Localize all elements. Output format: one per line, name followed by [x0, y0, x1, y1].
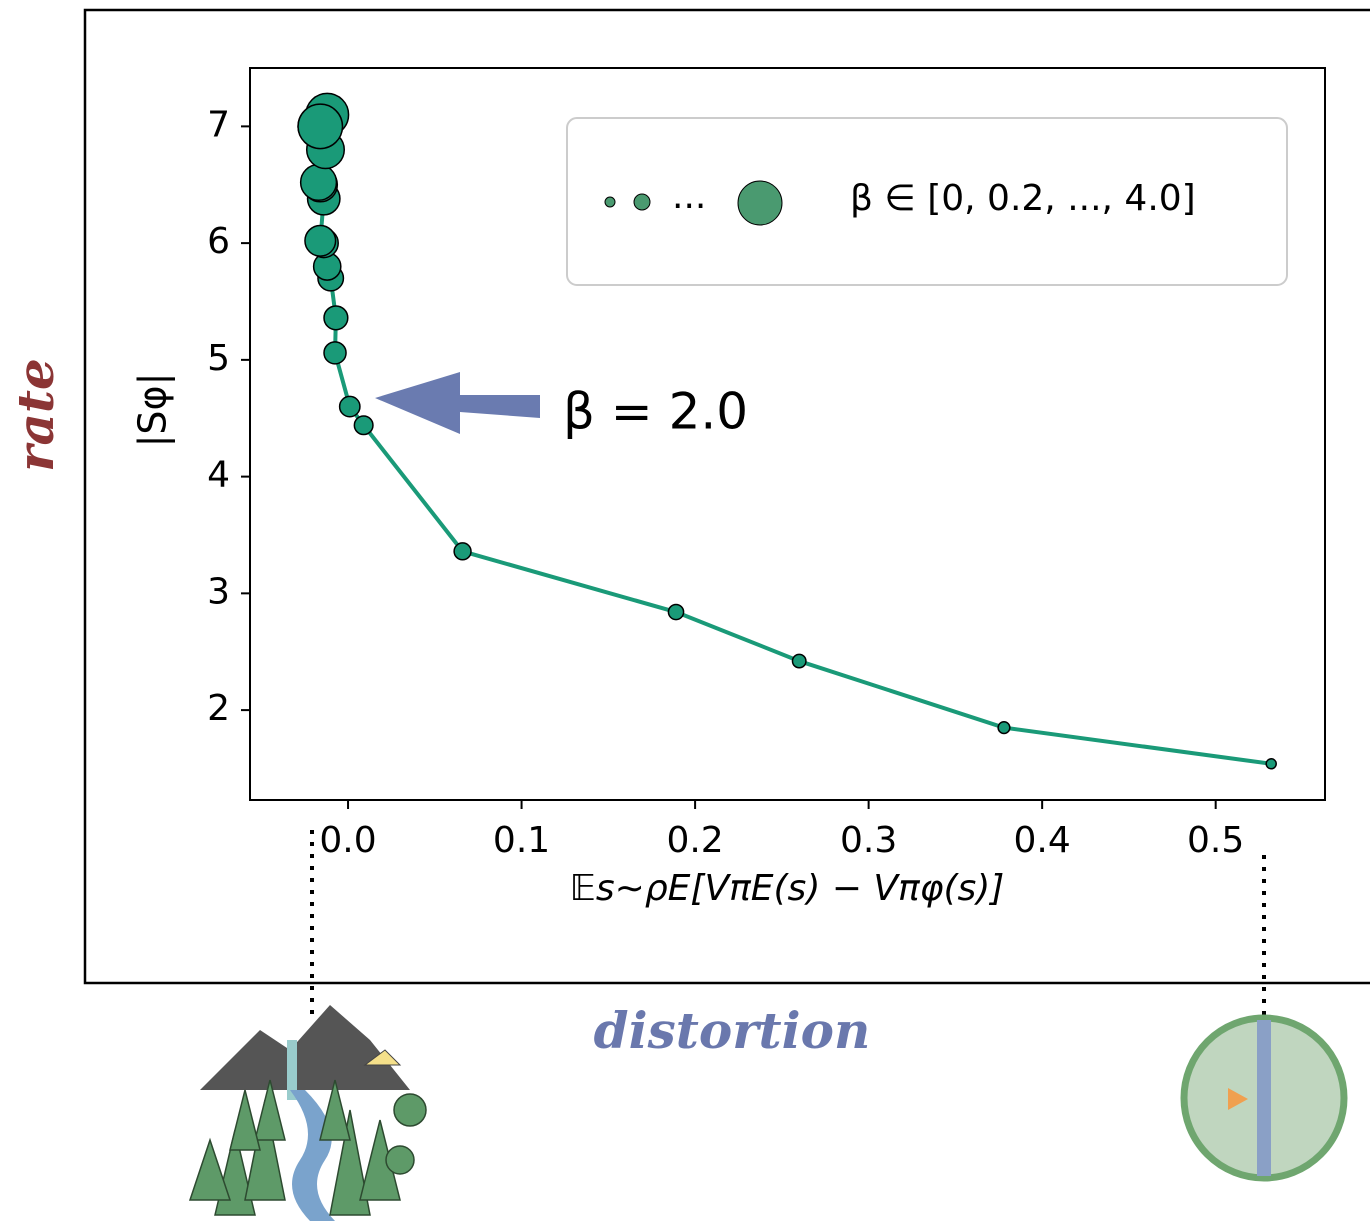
- x-tick-label: 0.4: [1014, 820, 1071, 861]
- point: [323, 341, 347, 365]
- x-tick-label: 0.5: [1187, 820, 1244, 861]
- y-tick-label: 6: [207, 221, 230, 262]
- rate-label: rate: [6, 358, 65, 472]
- y-tick-label: 4: [207, 455, 230, 496]
- forest-icon: [188, 1005, 427, 1221]
- x-axis-label: 𝔼s∼ρE[VπE(s) − Vπφ(s)]: [570, 868, 1005, 909]
- annotation: β = 2.0: [563, 383, 748, 441]
- distortion-label: distortion: [594, 1001, 871, 1060]
- point: [304, 224, 337, 257]
- legend-label: β ∈ [0, 0.2, ..., 4.0]: [850, 178, 1196, 219]
- x-tick-label: 0.3: [840, 820, 897, 861]
- outer-frame: [83, 8, 1370, 985]
- y-tick-label: 7: [207, 104, 230, 145]
- point: [297, 103, 344, 150]
- legend-marker: [737, 180, 783, 226]
- y-tick-label: 5: [207, 338, 230, 379]
- point: [997, 721, 1011, 735]
- point: [667, 603, 685, 621]
- legend-marker: [633, 193, 651, 211]
- legend-marker: [604, 196, 616, 208]
- x-tick-label: 0.0: [319, 820, 376, 861]
- x-tick-label: 0.1: [493, 820, 550, 861]
- point: [453, 542, 472, 561]
- point: [791, 653, 807, 669]
- point: [323, 305, 349, 331]
- plot-frame: [249, 67, 1326, 801]
- y-tick-label: 2: [207, 688, 230, 729]
- legend-ellipsis: ...: [672, 176, 706, 217]
- point: [338, 395, 361, 418]
- point: [1265, 758, 1277, 770]
- point: [299, 163, 338, 202]
- y-axis-label: |Sφ|: [131, 373, 176, 448]
- legend-box: [566, 117, 1288, 286]
- y-tick-label: 3: [207, 571, 230, 612]
- annotation-arrow: [375, 372, 540, 434]
- point: [353, 415, 374, 436]
- circle-icon: [1180, 1014, 1348, 1182]
- x-tick-label: 0.2: [666, 820, 723, 861]
